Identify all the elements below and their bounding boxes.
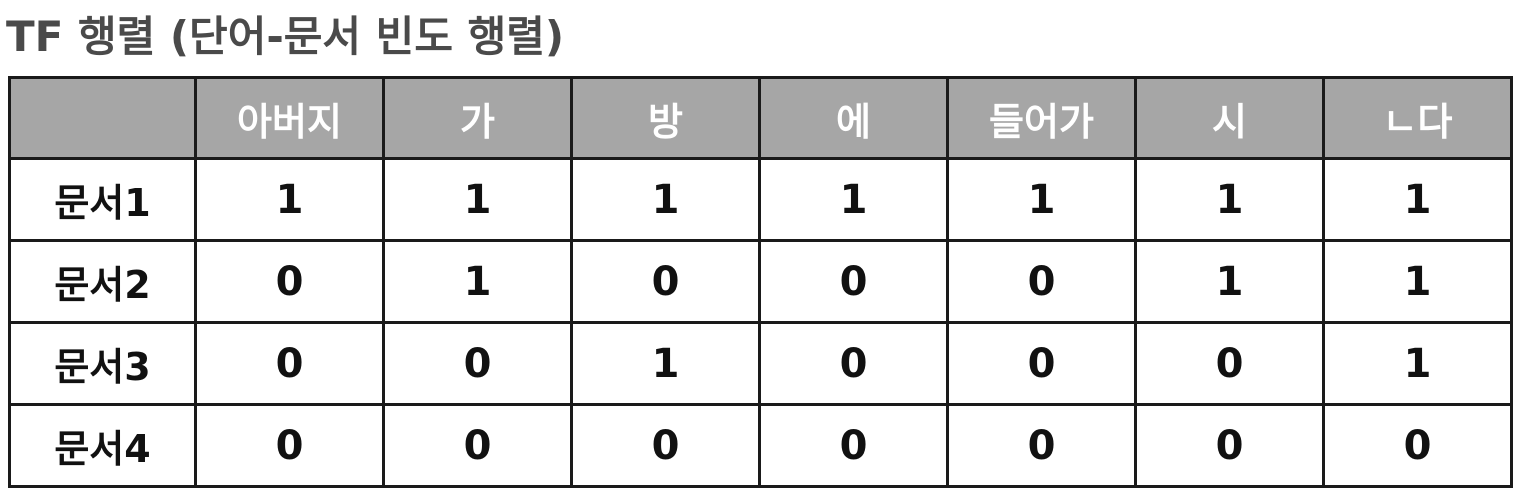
table-cell: 1: [1322, 157, 1513, 242]
table-cell: 0: [570, 403, 761, 488]
table-cell: 0: [946, 403, 1137, 488]
table-cell: 1: [758, 157, 949, 242]
table-cell: 1: [1134, 239, 1325, 324]
table-cell: 0: [758, 239, 949, 324]
table-cell: 1: [570, 321, 761, 406]
table-cell: 1: [382, 157, 573, 242]
table-cell: 1: [946, 157, 1137, 242]
column-header: 아버지: [194, 76, 385, 160]
row-label: 문서1: [8, 157, 197, 242]
row-label: 문서2: [8, 239, 197, 324]
table-cell: 0: [382, 321, 573, 406]
table-cell: 0: [946, 239, 1137, 324]
table-cell: 1: [382, 239, 573, 324]
table-cell: 1: [1322, 239, 1513, 324]
corner-cell: [8, 76, 197, 160]
column-header: 방: [570, 76, 761, 160]
column-header: 들어가: [946, 76, 1137, 160]
table-cell: 1: [1134, 157, 1325, 242]
table-row: 문서1 1 1 1 1 1 1 1: [8, 157, 1513, 242]
page-title: TF 행렬 (단어-문서 빈도 행렬): [6, 12, 565, 61]
table-row: 문서4 0 0 0 0 0 0 0: [8, 403, 1513, 488]
table-cell: 0: [1322, 403, 1513, 488]
table-cell: 0: [194, 403, 385, 488]
table-cell: 1: [1322, 321, 1513, 406]
table-cell: 0: [194, 321, 385, 406]
table-cell: 0: [946, 321, 1137, 406]
table-cell: 0: [1134, 403, 1325, 488]
table-cell: 0: [1134, 321, 1325, 406]
row-label: 문서3: [8, 321, 197, 406]
table-cell: 0: [194, 239, 385, 324]
row-label: 문서4: [8, 403, 197, 488]
table-cell: 0: [382, 403, 573, 488]
table-cell: 1: [194, 157, 385, 242]
table-cell: 0: [758, 403, 949, 488]
table-cell: 1: [570, 157, 761, 242]
column-header: ㄴ다: [1322, 76, 1513, 160]
column-header: 에: [758, 76, 949, 160]
column-header: 가: [382, 76, 573, 160]
table-cell: 0: [570, 239, 761, 324]
table-cell: 0: [758, 321, 949, 406]
tf-matrix-table: 아버지 가 방 에 들어가 시 ㄴ다 문서1 1 1 1 1 1 1 1 문서2…: [8, 76, 1513, 488]
table-row: 문서3 0 0 1 0 0 0 1: [8, 321, 1513, 406]
header-row: 아버지 가 방 에 들어가 시 ㄴ다: [8, 76, 1513, 160]
table-row: 문서2 0 1 0 0 0 1 1: [8, 239, 1513, 324]
column-header: 시: [1134, 76, 1325, 160]
